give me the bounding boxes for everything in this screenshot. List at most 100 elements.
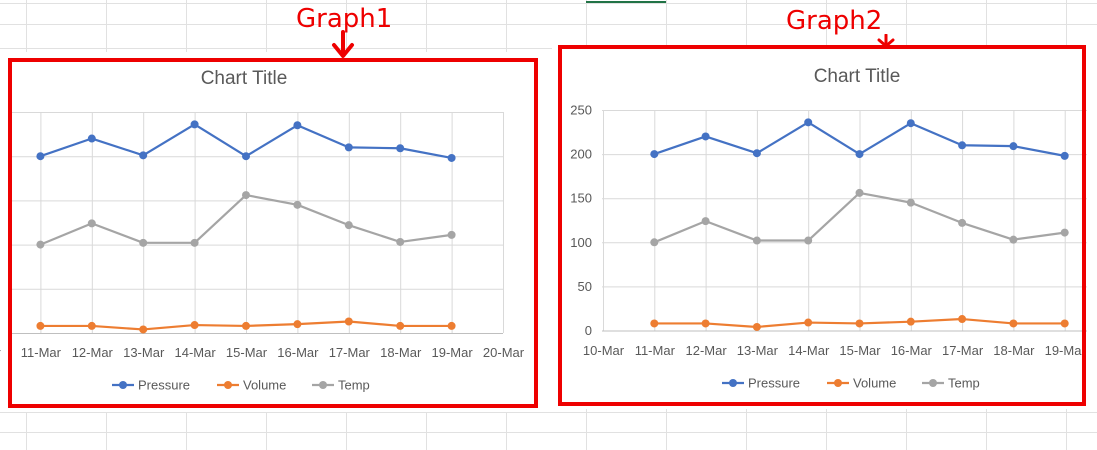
chart2-point-pressure bbox=[1060, 151, 1069, 160]
chart1-point-temp bbox=[87, 219, 96, 228]
chart1-point-volume bbox=[242, 321, 250, 330]
chart2-point-temp bbox=[752, 236, 761, 245]
graph1-arrow-icon bbox=[332, 30, 354, 58]
chart2-point-temp bbox=[1060, 228, 1069, 237]
chart2-legend-marker-volume bbox=[834, 379, 842, 387]
chart2-point-pressure bbox=[701, 132, 710, 141]
graph2-label: Graph2 bbox=[786, 6, 883, 36]
chart1-point-pressure bbox=[447, 153, 456, 162]
chart1-x-tick-label: 16-Mar bbox=[277, 345, 319, 360]
chart1-point-pressure bbox=[293, 121, 302, 130]
chart1-point-volume bbox=[36, 321, 45, 330]
chart1-x-tick-label: 20-Mar bbox=[483, 345, 525, 360]
chart2-x-tick-label: 17-Mar bbox=[942, 343, 984, 358]
chart1-point-pressure bbox=[242, 152, 250, 161]
chart1-area[interactable]: Chart Title Mar 11-Mar 12-Mar 13-Mar 14-Mar 15… bbox=[0, 52, 542, 412]
chart1-legend-label-pressure: Pressure bbox=[138, 378, 190, 393]
chart2-point-temp bbox=[1009, 235, 1018, 244]
chart1-point-volume bbox=[447, 321, 456, 330]
chart1-x-tick-label: 15-Mar bbox=[226, 345, 268, 360]
chart2-point-temp bbox=[958, 218, 967, 227]
chart2-y-tick-label: 50 bbox=[578, 279, 592, 294]
chart2-legend-label-volume: Volume bbox=[853, 376, 896, 391]
chart1-point-pressure bbox=[36, 152, 45, 161]
chart1-x-tick-label: 18-Mar bbox=[380, 345, 422, 360]
chart2-y-tick-label: 0 bbox=[585, 323, 592, 338]
graph1-label: Graph1 bbox=[296, 4, 393, 34]
chart1-point-temp bbox=[242, 191, 250, 200]
chart2-point-volume bbox=[906, 317, 915, 326]
chart1-x-tick-label: 13-Mar bbox=[123, 345, 165, 360]
chart1-point-pressure bbox=[190, 120, 199, 129]
chart1-x-tick-label: 17-Mar bbox=[329, 345, 371, 360]
chart1-x-tick-label: 12-Mar bbox=[72, 345, 114, 360]
chart2-y-tick-label: 150 bbox=[570, 191, 592, 206]
chart2-x-tick-label: 13-Mar bbox=[737, 343, 779, 358]
chart2-x-tick-label: 16-Mar bbox=[891, 343, 933, 358]
chart2-point-volume bbox=[1009, 319, 1018, 328]
chart1-legend-marker-volume bbox=[224, 381, 232, 389]
chart1-point-volume bbox=[190, 321, 199, 330]
chart2-point-volume bbox=[958, 315, 967, 324]
chart2-y-tick-label: 250 bbox=[570, 103, 592, 118]
chart2-point-temp bbox=[650, 238, 659, 247]
graph1-highlight-box bbox=[8, 58, 538, 408]
chart2-point-volume bbox=[701, 319, 710, 328]
chart1-svg: Chart Title Mar 11-Mar 12-Mar 13-Mar 14-Mar 15… bbox=[0, 68, 525, 393]
chart1-legend-label-temp: Temp bbox=[338, 378, 370, 393]
chart2-point-volume bbox=[752, 322, 761, 331]
chart1-legend-marker-pressure bbox=[119, 381, 127, 389]
chart2-point-volume bbox=[650, 319, 659, 328]
chart2-y-tick-label: 200 bbox=[570, 147, 592, 162]
chart1-point-temp bbox=[447, 230, 456, 239]
chart1-legend-marker-temp bbox=[319, 381, 327, 389]
chart1-point-temp bbox=[190, 238, 199, 247]
chart1-point-volume bbox=[396, 321, 405, 330]
chart2-point-pressure bbox=[1009, 142, 1018, 151]
chart2-point-pressure bbox=[804, 118, 813, 127]
chart2-legend-label-temp: Temp bbox=[948, 376, 980, 391]
chart2-x-tick-label: 15-Mar bbox=[839, 343, 881, 358]
chart1-point-pressure bbox=[344, 143, 353, 152]
chart2-x-tick-label: 10-Mar bbox=[583, 343, 625, 358]
chart1-point-temp bbox=[139, 238, 148, 247]
chart1-point-pressure bbox=[139, 151, 148, 160]
chart2-point-temp bbox=[855, 188, 864, 197]
chart2-svg: Chart Title 0 50 100 150 200 250 10-Mar 11-Mar 12… bbox=[570, 66, 1087, 391]
chart2-point-pressure bbox=[752, 149, 761, 158]
chart2-legend-marker-pressure bbox=[729, 379, 737, 387]
chart2-legend-marker-temp bbox=[929, 379, 937, 387]
chart1-point-volume bbox=[87, 321, 96, 330]
chart1-point-volume bbox=[139, 325, 148, 334]
chart2-y-tick-label: 100 bbox=[570, 235, 592, 250]
chart1-point-temp bbox=[293, 200, 302, 209]
chart2-point-pressure bbox=[650, 150, 659, 159]
chart2-point-volume bbox=[804, 318, 813, 327]
chart1-x-tick-label: Mar bbox=[0, 345, 1, 360]
chart1-point-temp bbox=[36, 240, 45, 249]
chart1-legend-label-volume: Volume bbox=[243, 378, 286, 393]
chart1-x-tick-label: 19-Mar bbox=[432, 345, 474, 360]
chart2-point-temp bbox=[701, 217, 710, 226]
chart1-point-temp bbox=[396, 237, 405, 246]
chart2-point-pressure bbox=[855, 150, 864, 159]
chart2-x-tick-label: 19-Mar bbox=[1045, 343, 1087, 358]
chart1-x-tick-label: 11-Mar bbox=[21, 345, 62, 360]
chart2-x-tick-label: 11-Mar bbox=[635, 343, 676, 358]
chart2-point-temp bbox=[804, 236, 813, 245]
graph2-highlight-box bbox=[558, 45, 1086, 406]
chart1-point-pressure bbox=[87, 134, 96, 143]
chart1-point-temp bbox=[344, 221, 353, 230]
chart2-point-volume bbox=[1060, 319, 1069, 328]
chart2-area[interactable]: Chart Title 0 50 100 150 200 250 10-Mar 11-Mar 12… bbox=[552, 47, 1097, 409]
chart2-x-tick-label: 18-Mar bbox=[993, 343, 1035, 358]
chart1-title: Chart Title bbox=[201, 68, 288, 89]
chart1-point-volume bbox=[293, 320, 302, 329]
chart2-point-pressure bbox=[958, 141, 967, 150]
chart2-legend-label-pressure: Pressure bbox=[748, 376, 800, 391]
chart1-point-volume bbox=[344, 317, 353, 326]
chart2-title: Chart Title bbox=[814, 66, 901, 87]
chart1-point-pressure bbox=[396, 144, 405, 153]
chart2-point-temp bbox=[906, 198, 915, 207]
chart2-x-tick-label: 14-Mar bbox=[788, 343, 830, 358]
